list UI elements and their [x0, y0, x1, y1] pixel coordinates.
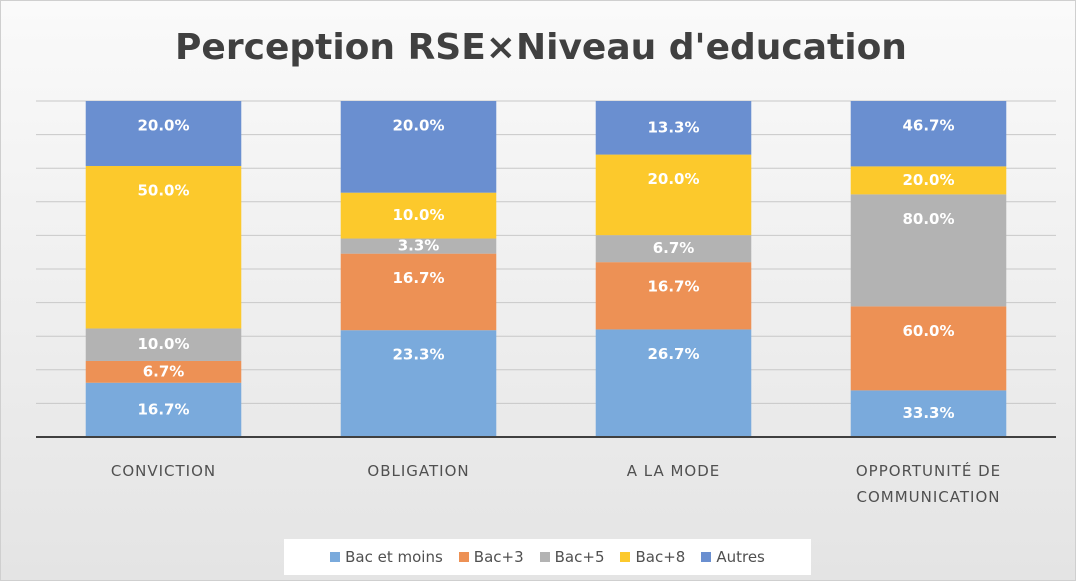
legend-item: Bac+5	[539, 548, 605, 566]
legend-item: Autres	[701, 548, 765, 566]
bar-segment	[595, 329, 752, 437]
data-label: 20.0%	[137, 117, 189, 135]
data-label: 6.7%	[143, 362, 185, 380]
bar-segment	[85, 382, 242, 437]
bar-segment	[850, 390, 1007, 437]
bar-segment	[595, 154, 752, 236]
data-label: 50.0%	[137, 181, 189, 199]
legend: Bac et moins Bac+3 Bac+5 Bac+8 Autres	[284, 539, 811, 575]
legend-swatch	[701, 552, 712, 562]
legend-label: Bac+8	[635, 548, 686, 566]
data-label: 3.3%	[398, 237, 440, 255]
legend-swatch	[458, 552, 469, 562]
bar-segment	[85, 360, 242, 383]
bar-segment	[85, 165, 242, 329]
x-tick-label: CONVICTION	[110, 462, 217, 480]
data-label: 33.3%	[902, 404, 954, 422]
chart-title: Perception RSE×Niveau d'education	[175, 27, 907, 68]
data-label: 13.3%	[647, 118, 699, 136]
legend-item: Bac et moins	[330, 548, 443, 566]
x-tick-label: A LA MODE	[626, 462, 721, 480]
bar-segment	[340, 101, 497, 193]
data-label: 60.0%	[902, 322, 954, 340]
data-label: 16.7%	[392, 269, 444, 287]
x-tick-label: OBLIGATION	[367, 462, 470, 480]
bar-segment	[85, 328, 242, 361]
bar-segment	[340, 238, 497, 254]
data-label: 20.0%	[392, 117, 444, 135]
data-label: 46.7%	[902, 117, 954, 135]
data-label: 26.7%	[647, 345, 699, 363]
data-label: 16.7%	[647, 278, 699, 296]
legend-swatch	[539, 552, 550, 562]
data-label: 16.7%	[137, 400, 189, 418]
legend-item: Bac+8	[620, 548, 685, 566]
data-label: 6.7%	[653, 239, 695, 257]
bar-segment	[850, 194, 1007, 307]
legend-label: Bac+5	[554, 548, 605, 566]
bar-segment	[850, 166, 1007, 195]
data-label: 20.0%	[647, 170, 699, 188]
bar-segment	[340, 330, 497, 437]
bar-segment	[340, 192, 497, 239]
bar-segment	[595, 101, 752, 155]
bar-segment	[85, 101, 242, 166]
legend-item: Bac+3	[458, 548, 524, 566]
legend-swatch	[620, 552, 631, 562]
legend-label: Bac+3	[473, 548, 524, 566]
x-tick-label: OPPORTUNITÉ DE COMMUNICATION	[855, 462, 1002, 506]
data-label: 20.0%	[902, 171, 954, 189]
data-label: 10.0%	[137, 335, 189, 353]
bar-segment	[595, 235, 752, 263]
bar-segment	[595, 262, 752, 330]
data-label: 80.0%	[902, 210, 954, 228]
bar-segment	[850, 101, 1007, 167]
data-label: 10.0%	[392, 206, 444, 224]
data-label: 23.3%	[392, 346, 444, 364]
legend-label: Autres	[716, 548, 765, 566]
legend-swatch	[330, 552, 341, 562]
bar-segment	[340, 253, 497, 331]
bar-segment	[850, 306, 1007, 391]
legend-label: Bac et moins	[345, 548, 443, 566]
